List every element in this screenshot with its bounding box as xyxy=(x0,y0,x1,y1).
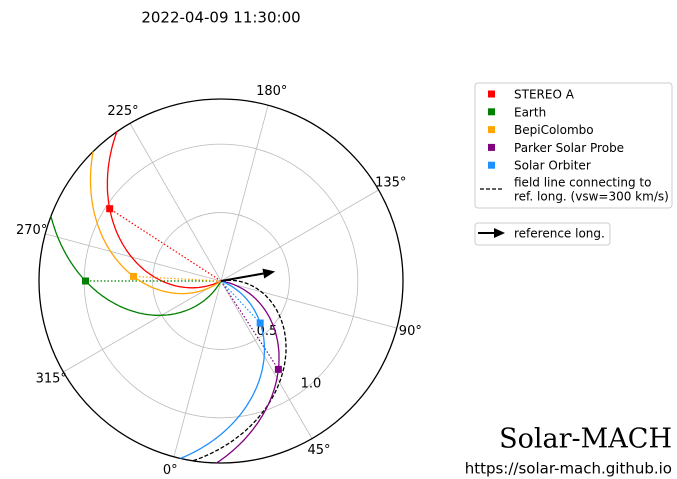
radial-dotted xyxy=(133,275,222,282)
grid-spoke xyxy=(220,189,379,282)
outer-ring xyxy=(38,98,404,464)
theta-tick-label: 0° xyxy=(163,463,178,478)
legend-label: Parker Solar Probe xyxy=(514,141,624,155)
radial-dotted xyxy=(220,280,261,324)
field-line xyxy=(106,131,222,289)
legend-marker xyxy=(488,161,495,169)
grid-spoke xyxy=(220,280,397,329)
url: https://solar-mach.github.io xyxy=(465,460,672,478)
legend-label: Solar Orbiter xyxy=(514,159,591,173)
reference-arrow-head xyxy=(262,268,276,279)
grid-spoke xyxy=(63,280,222,373)
theta-tick-label: 90° xyxy=(399,324,422,339)
legend-label: ref. long. (vsw=300 km/s) xyxy=(514,190,669,204)
theta-tick-label: 180° xyxy=(256,84,287,99)
legend-box xyxy=(474,82,673,209)
grid-spoke xyxy=(45,233,222,282)
theta-tick-label: 270° xyxy=(16,223,47,238)
brand: Solar-MACH xyxy=(499,424,672,455)
body-marker xyxy=(274,365,282,373)
chart-title: 2022-04-09 11:30:00 xyxy=(141,9,300,27)
theta-tick-label: 135° xyxy=(375,176,406,191)
field-line xyxy=(180,280,266,460)
r-tick-label: 1.0 xyxy=(301,376,322,391)
theta-tick-label: 225° xyxy=(107,104,138,119)
reference-field-line xyxy=(192,279,287,462)
body-marker xyxy=(106,205,114,213)
reference-arrow xyxy=(220,272,264,282)
legend-label: BepiColombo xyxy=(514,123,594,137)
legend-marker xyxy=(488,143,495,151)
legend-marker xyxy=(488,90,495,98)
field-line xyxy=(89,151,222,295)
legend-label: reference long. xyxy=(514,227,605,241)
grid-spoke xyxy=(173,280,222,457)
grid-spoke xyxy=(220,105,269,282)
radial-dotted xyxy=(109,208,222,282)
legend-label: field line connecting to xyxy=(514,176,651,190)
legend-label: Earth xyxy=(514,105,546,119)
field-line xyxy=(50,215,222,316)
radial-dotted xyxy=(220,280,279,370)
legend-arrow-head xyxy=(494,228,505,238)
grid-spoke xyxy=(220,280,313,439)
theta-tick-label: 315° xyxy=(36,372,67,387)
theta-tick-label: 45° xyxy=(307,443,330,458)
body-marker xyxy=(256,319,264,327)
field-line xyxy=(216,280,280,464)
legend-marker xyxy=(488,108,495,116)
grid-ring xyxy=(152,212,290,350)
legend-box xyxy=(474,222,611,246)
legend-label: STEREO A xyxy=(514,88,575,102)
body-marker xyxy=(130,272,138,280)
body-marker xyxy=(82,277,90,285)
legend-marker xyxy=(488,126,495,134)
grid-spoke xyxy=(129,123,222,282)
